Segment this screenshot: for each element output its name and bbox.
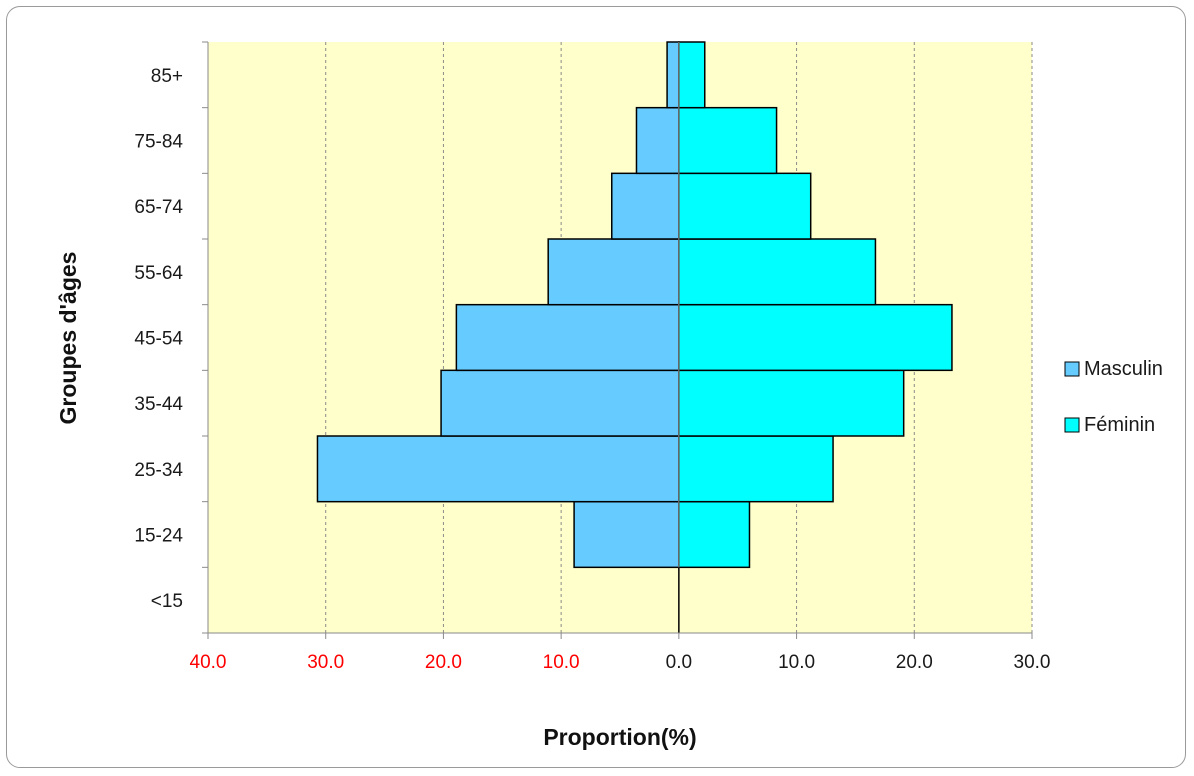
y-tick-label: 65-74 (134, 197, 183, 218)
bar-feminin-15-24 (679, 502, 750, 568)
bar-feminin-75-84 (679, 108, 777, 174)
x-tick-label: 0.0 (666, 652, 692, 673)
bar-feminin-25-34 (679, 436, 833, 502)
bar-feminin-65-74 (679, 173, 811, 239)
y-tick-label: <15 (151, 591, 183, 612)
x-tick-label: 10.0 (543, 652, 580, 673)
x-tick-label: 10.0 (778, 652, 815, 673)
bar-masculin-75-84 (636, 108, 678, 174)
y-tick-label: 45-54 (134, 329, 183, 350)
legend-label: Féminin (1084, 414, 1155, 436)
legend-swatch (1065, 362, 1079, 376)
bar-feminin-55-64 (679, 239, 876, 305)
y-axis-title: Groupes d'âges (55, 252, 81, 425)
bar-masculin-25-34 (317, 436, 678, 502)
bar-masculin-65-74 (612, 173, 679, 239)
y-tick-label: 35-44 (134, 394, 183, 415)
x-tick-label: 30.0 (307, 652, 344, 673)
bar-masculin-85+ (667, 42, 679, 108)
legend-swatch (1065, 418, 1079, 432)
legend-label: Masculin (1084, 358, 1163, 380)
y-tick-label: 85+ (151, 66, 183, 87)
x-tick-label: 30.0 (1014, 652, 1051, 673)
y-tick-label: 15-24 (134, 526, 183, 547)
x-axis-title: Proportion(%) (543, 724, 696, 750)
bar-feminin-35-44 (679, 370, 904, 436)
bar-masculin-35-44 (441, 370, 679, 436)
bar-masculin-15-24 (574, 502, 679, 568)
x-tick-label: 20.0 (896, 652, 933, 673)
bar-feminin-85+ (679, 42, 705, 108)
x-tick-label: 20.0 (425, 652, 462, 673)
bar-masculin-55-64 (548, 239, 679, 305)
x-tick-label: 40.0 (190, 652, 227, 673)
bar-feminin-45-54 (679, 305, 952, 371)
y-tick-label: 75-84 (134, 132, 183, 153)
y-tick-label: 25-34 (134, 460, 183, 481)
y-tick-labels: <15 15-24 25-34 35-44 45-54 55-64 65-74 75-84 85… (134, 66, 183, 612)
legend: Masculin Féminin (1065, 358, 1163, 436)
x-tick-labels: 40.0 30.0 20.0 10.0 0.0 10.0 20.0 30.0 (190, 652, 1051, 673)
bar-masculin-45-54 (456, 305, 678, 371)
y-tick-label: 55-64 (134, 263, 183, 284)
